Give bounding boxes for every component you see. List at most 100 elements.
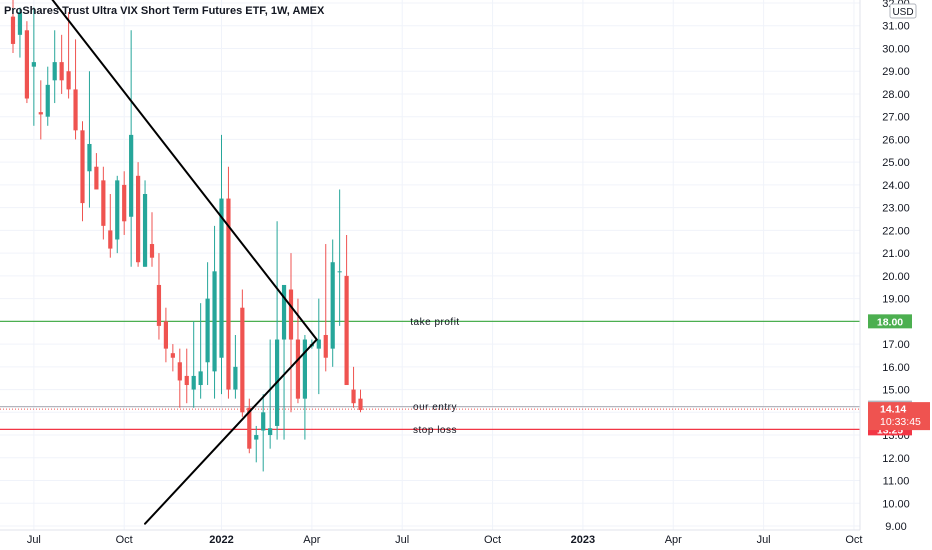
candle bbox=[10, 0, 16, 54]
candle bbox=[261, 394, 266, 472]
take-profit-label: take profit bbox=[410, 317, 459, 328]
time-tick-label: Apr bbox=[303, 534, 320, 546]
candle-body bbox=[108, 230, 113, 249]
time-tick-label: 2022 bbox=[209, 534, 233, 546]
trend-lines[interactable] bbox=[41, 0, 318, 525]
price-tick-label: 22.00 bbox=[882, 225, 910, 237]
candle-body bbox=[45, 84, 50, 117]
candle-body bbox=[226, 198, 231, 390]
price-tick-label: 12.00 bbox=[882, 453, 910, 465]
price-tick-label: 31.00 bbox=[882, 21, 910, 33]
candle-body bbox=[73, 89, 78, 131]
candle bbox=[87, 71, 92, 208]
candle-body bbox=[87, 143, 92, 172]
candle-body bbox=[205, 298, 210, 363]
time-tick-label: Jul bbox=[395, 534, 409, 546]
candle-body bbox=[330, 262, 335, 349]
candle-body bbox=[31, 62, 36, 67]
candle bbox=[122, 171, 127, 235]
candle-body bbox=[59, 62, 64, 81]
candle-body bbox=[261, 412, 266, 431]
candle-body bbox=[101, 180, 106, 226]
time-tick-label: Jul bbox=[757, 534, 771, 546]
candle-body bbox=[254, 435, 259, 440]
price-tick-label: 28.00 bbox=[882, 89, 910, 101]
candle bbox=[226, 166, 231, 399]
candle bbox=[142, 180, 148, 267]
candle bbox=[66, 12, 71, 99]
price-tick-label: 16.00 bbox=[882, 362, 910, 374]
candle-body bbox=[247, 407, 252, 449]
candle-body bbox=[142, 194, 148, 267]
candle bbox=[170, 344, 175, 372]
candle bbox=[80, 121, 85, 222]
candle bbox=[254, 425, 259, 463]
grid bbox=[0, 0, 860, 530]
price-tick-label: 11.00 bbox=[883, 476, 910, 488]
candle-body bbox=[52, 62, 57, 81]
currency-badge[interactable]: USD bbox=[889, 3, 917, 19]
candle bbox=[17, 7, 23, 58]
candle bbox=[316, 298, 321, 395]
time-tick-label: Oct bbox=[116, 534, 133, 546]
candle bbox=[108, 194, 113, 258]
candle-body bbox=[191, 375, 196, 390]
candle bbox=[337, 189, 342, 326]
trend-line[interactable] bbox=[41, 0, 318, 341]
candle-body bbox=[177, 362, 182, 381]
candle bbox=[136, 162, 141, 267]
chart-title: ProShares Trust Ultra VIX Short Term Fut… bbox=[4, 5, 325, 17]
bar-countdown-text: 10:33:45 bbox=[880, 416, 921, 428]
candle bbox=[233, 334, 238, 399]
candle bbox=[240, 289, 245, 417]
candle bbox=[101, 166, 106, 240]
candle-body bbox=[302, 339, 307, 399]
candle-body bbox=[184, 375, 189, 386]
candle bbox=[330, 239, 335, 367]
candle-body bbox=[149, 244, 155, 258]
candle bbox=[115, 175, 120, 254]
price-tick-label: 30.00 bbox=[882, 43, 910, 55]
price-tick-label: 27.00 bbox=[882, 112, 910, 124]
trend-line[interactable] bbox=[144, 338, 318, 525]
candle bbox=[163, 307, 168, 363]
candle-body bbox=[316, 339, 321, 349]
price-tick-label: 24.00 bbox=[882, 180, 910, 192]
candle bbox=[219, 134, 224, 395]
candle-body bbox=[351, 389, 356, 404]
candle bbox=[351, 366, 356, 408]
price-tick-label: 19.00 bbox=[882, 294, 910, 306]
candle bbox=[31, 7, 36, 126]
time-tick-label: Jul bbox=[27, 534, 41, 546]
candle-body bbox=[240, 307, 245, 413]
price-tick-label: 21.00 bbox=[882, 248, 910, 260]
candle bbox=[156, 253, 162, 340]
price-tick-label: 17.00 bbox=[882, 339, 910, 351]
time-axis[interactable]: Jul Oct 2022 Apr Jul Oct 2023 Apr Jul Oct bbox=[0, 529, 863, 546]
candle bbox=[358, 389, 363, 413]
candle bbox=[205, 262, 210, 386]
candle-body bbox=[66, 71, 71, 90]
candle-body bbox=[129, 134, 134, 217]
candle-body bbox=[17, 12, 23, 35]
candle bbox=[149, 212, 155, 267]
candle-body bbox=[163, 321, 168, 349]
candle bbox=[45, 66, 50, 126]
candle bbox=[323, 244, 328, 372]
take-profit-badge-text: 18.00 bbox=[877, 316, 903, 328]
candle-body bbox=[344, 275, 349, 386]
candle-body bbox=[295, 339, 301, 399]
candle-body bbox=[80, 130, 85, 204]
candle bbox=[288, 253, 294, 413]
price-tick-label: 9.00 bbox=[885, 521, 906, 533]
time-tick-label: Apr bbox=[665, 534, 682, 546]
horizontal-lines[interactable]: take profit our entry stop loss bbox=[0, 317, 860, 436]
candle-body bbox=[212, 271, 217, 372]
candle-body bbox=[136, 175, 141, 263]
price-tick-label: 29.00 bbox=[882, 66, 910, 78]
price-tick-label: 10.00 bbox=[882, 498, 910, 510]
currency-badge-box bbox=[889, 3, 917, 19]
time-tick-label: 2023 bbox=[571, 534, 595, 546]
